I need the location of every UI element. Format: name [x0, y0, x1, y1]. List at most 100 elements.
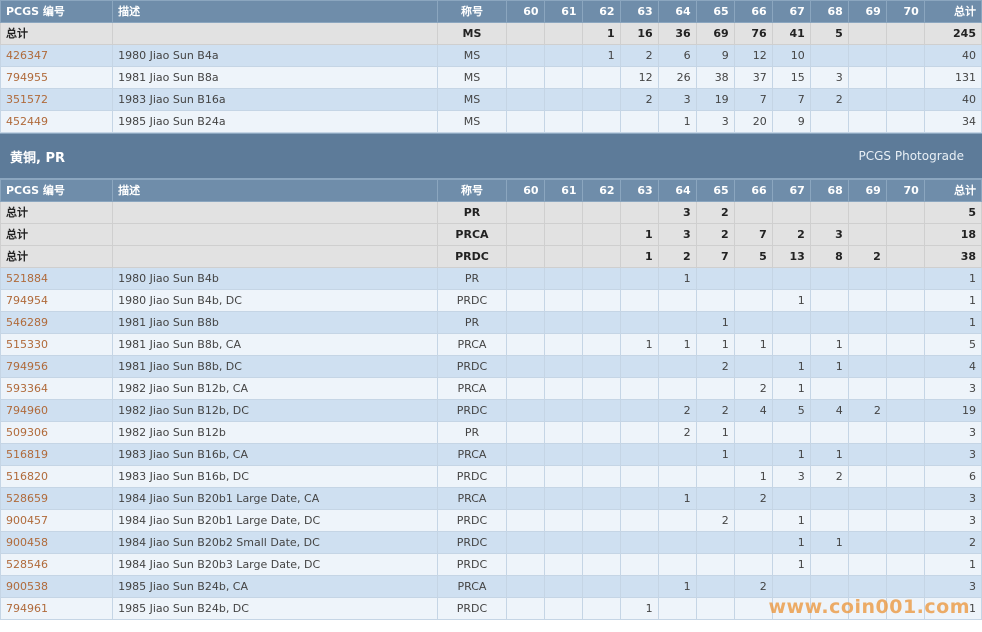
grade-count: [657, 377, 697, 400]
header-grade[interactable]: 70: [885, 179, 925, 202]
section-banner-brass-pr: 黄铜, PR PCGS Photograde: [0, 133, 982, 179]
header-grade[interactable]: 66: [733, 179, 773, 202]
grade-count: [505, 223, 545, 246]
total-count: 38: [923, 245, 982, 268]
header-grade[interactable]: 63: [619, 0, 659, 23]
grade-count: [847, 110, 887, 133]
grade-count: [543, 245, 583, 268]
grade-count: [657, 355, 697, 378]
grade-count: [581, 245, 621, 268]
pcgs-number-link[interactable]: 528659: [0, 487, 114, 510]
grade-count: [847, 311, 887, 334]
grade-count: [543, 355, 583, 378]
row-total: 40: [923, 88, 982, 111]
row-total: 131: [923, 66, 982, 89]
header-grade[interactable]: 70: [885, 0, 925, 23]
grade-count: [847, 465, 887, 488]
pcgs-number-link[interactable]: 794954: [0, 289, 114, 312]
header-description[interactable]: 描述: [112, 179, 439, 202]
pcgs-number-link[interactable]: 351572: [0, 88, 114, 111]
pcgs-number-link[interactable]: 794955: [0, 66, 114, 89]
pcgs-number-link[interactable]: 900538: [0, 575, 114, 598]
header-description[interactable]: 描述: [112, 0, 439, 23]
grade-count: [733, 509, 773, 532]
grade-count: [543, 399, 583, 422]
grade-count: [581, 110, 621, 133]
pcgs-number-link[interactable]: 426347: [0, 44, 114, 67]
coin-description: 1980 Jiao Sun B4b, DC: [112, 289, 439, 312]
grade-count: [733, 553, 773, 576]
photograde-link[interactable]: PCGS Photograde: [858, 149, 964, 163]
header-grade[interactable]: 62: [581, 0, 621, 23]
grade-count: [619, 531, 659, 554]
header-grade[interactable]: 64: [657, 179, 697, 202]
grade-count: 1: [695, 443, 735, 466]
grade-count: [505, 289, 545, 312]
pcgs-number-link[interactable]: 521884: [0, 267, 114, 290]
grade-count: [695, 531, 735, 554]
header-pcgs-number[interactable]: PCGS 编号: [0, 179, 114, 202]
grade-count: [885, 88, 925, 111]
coin-designation: PRCA: [437, 333, 507, 356]
pcgs-number-link[interactable]: 509306: [0, 421, 114, 444]
pcgs-number-link[interactable]: 900457: [0, 509, 114, 532]
grade-count: [505, 201, 545, 224]
header-pcgs-number[interactable]: PCGS 编号: [0, 0, 114, 23]
pcgs-number-link[interactable]: 900458: [0, 531, 114, 554]
table-row: 515330 1981 Jiao Sun B8b, CA PRCA 1 1 1 1 1 5: [0, 333, 982, 356]
header-grade[interactable]: 68: [809, 179, 849, 202]
header-grade[interactable]: 67: [771, 179, 811, 202]
header-grade[interactable]: 63: [619, 179, 659, 202]
header-designation[interactable]: 称号: [437, 0, 507, 23]
grade-count: [809, 311, 849, 334]
header-grade[interactable]: 65: [695, 179, 735, 202]
pcgs-number-link[interactable]: 593364: [0, 377, 114, 400]
total-designation: PRDC: [437, 245, 507, 268]
header-grade[interactable]: 65: [695, 0, 735, 23]
pcgs-number-link[interactable]: 452449: [0, 110, 114, 133]
pcgs-number-link[interactable]: 516820: [0, 465, 114, 488]
grade-count: [885, 311, 925, 334]
pcgs-number-link[interactable]: 516819: [0, 443, 114, 466]
grade-count: [771, 333, 811, 356]
grade-count: 1: [619, 333, 659, 356]
header-grade[interactable]: 61: [543, 179, 583, 202]
pcgs-number-link[interactable]: 794961: [0, 597, 114, 620]
grade-count: [733, 289, 773, 312]
header-grade[interactable]: 61: [543, 0, 583, 23]
header-grade[interactable]: 64: [657, 0, 697, 23]
header-total[interactable]: 总计: [923, 0, 982, 23]
header-total[interactable]: 总计: [923, 179, 982, 202]
total-row: 总计 PRCA 1 3 2 7 2 3 18: [0, 223, 982, 246]
coin-description: 1985 Jiao Sun B24b, DC: [112, 597, 439, 620]
grade-count: [581, 267, 621, 290]
row-total: 3: [923, 421, 982, 444]
grade-count: 1: [695, 333, 735, 356]
header-grade[interactable]: 69: [847, 0, 887, 23]
grade-count: 1: [657, 575, 697, 598]
header-designation[interactable]: 称号: [437, 179, 507, 202]
header-grade[interactable]: 60: [505, 0, 545, 23]
table-row: 593364 1982 Jiao Sun B12b, CA PRCA 2 1 3: [0, 377, 982, 400]
header-grade[interactable]: 66: [733, 0, 773, 23]
pcgs-number-link[interactable]: 794960: [0, 399, 114, 422]
grade-count: [657, 553, 697, 576]
pcgs-number-link[interactable]: 546289: [0, 311, 114, 334]
grade-count: [543, 44, 583, 67]
row-total: 3: [923, 509, 982, 532]
grade-count: [809, 421, 849, 444]
grade-count: [543, 311, 583, 334]
pcgs-number-link[interactable]: 528546: [0, 553, 114, 576]
grade-count: 20: [733, 110, 773, 133]
coin-description: 1982 Jiao Sun B12b, CA: [112, 377, 439, 400]
header-grade[interactable]: 62: [581, 179, 621, 202]
header-grade[interactable]: 60: [505, 179, 545, 202]
grade-count: [543, 553, 583, 576]
pcgs-number-link[interactable]: 515330: [0, 333, 114, 356]
coin-designation: PRDC: [437, 399, 507, 422]
header-grade[interactable]: 69: [847, 179, 887, 202]
header-grade[interactable]: 67: [771, 0, 811, 23]
total-row: 总计 PR 3 2 5: [0, 201, 982, 224]
header-grade[interactable]: 68: [809, 0, 849, 23]
pcgs-number-link[interactable]: 794956: [0, 355, 114, 378]
